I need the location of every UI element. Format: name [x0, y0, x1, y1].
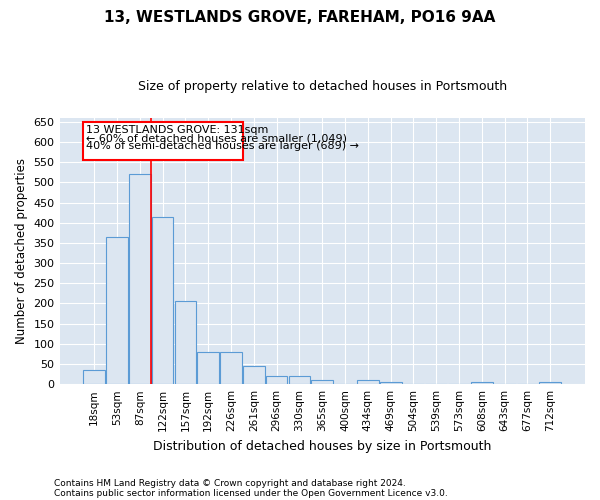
Bar	[129, 174, 151, 384]
Bar	[311, 380, 333, 384]
Bar	[289, 376, 310, 384]
Text: Contains HM Land Registry data © Crown copyright and database right 2024.: Contains HM Land Registry data © Crown c…	[54, 478, 406, 488]
Bar	[197, 352, 219, 384]
Bar	[220, 352, 242, 384]
Text: 40% of semi-detached houses are larger (689) →: 40% of semi-detached houses are larger (…	[86, 141, 359, 151]
Bar	[83, 370, 105, 384]
Bar	[539, 382, 561, 384]
Bar	[243, 366, 265, 384]
Bar	[266, 376, 287, 384]
Bar	[106, 237, 128, 384]
Title: Size of property relative to detached houses in Portsmouth: Size of property relative to detached ho…	[138, 80, 507, 93]
Text: 13, WESTLANDS GROVE, FAREHAM, PO16 9AA: 13, WESTLANDS GROVE, FAREHAM, PO16 9AA	[104, 10, 496, 25]
Text: ← 60% of detached houses are smaller (1,049): ← 60% of detached houses are smaller (1,…	[86, 133, 347, 143]
FancyBboxPatch shape	[83, 122, 243, 160]
Bar	[175, 302, 196, 384]
Bar	[471, 382, 493, 384]
X-axis label: Distribution of detached houses by size in Portsmouth: Distribution of detached houses by size …	[153, 440, 491, 452]
Bar	[357, 380, 379, 384]
Text: 13 WESTLANDS GROVE: 131sqm: 13 WESTLANDS GROVE: 131sqm	[86, 125, 268, 135]
Bar	[152, 216, 173, 384]
Text: Contains public sector information licensed under the Open Government Licence v3: Contains public sector information licen…	[54, 488, 448, 498]
Y-axis label: Number of detached properties: Number of detached properties	[15, 158, 28, 344]
Bar	[380, 382, 401, 384]
